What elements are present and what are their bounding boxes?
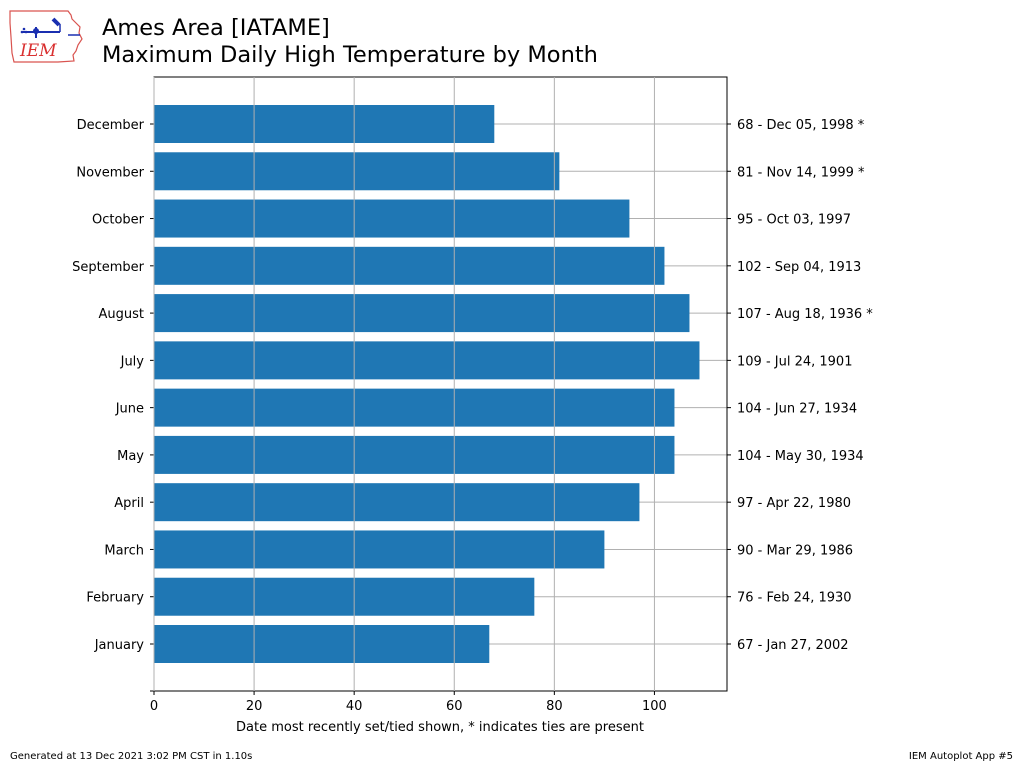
bar-august	[154, 294, 690, 333]
x-tick-label: 60	[446, 699, 463, 714]
record-date-label-august: 107 - Aug 18, 1936 *	[737, 307, 873, 322]
generated-timestamp: Generated at 13 Dec 2021 3:02 PM CST in …	[10, 751, 253, 762]
y-tick-label-december: December	[77, 118, 145, 133]
app-id-label: IEM Autoplot App #5	[908, 751, 1013, 762]
bar-february	[154, 577, 535, 616]
y-tick-label-august: August	[99, 307, 145, 322]
bar-december	[154, 105, 495, 143]
bar-layer	[154, 105, 700, 663]
bar-september	[154, 246, 665, 285]
iowa-outline-icon	[9, 10, 83, 63]
weather-station-icon	[20, 17, 80, 38]
y-tick-label-february: February	[86, 591, 144, 606]
x-tick-label: 80	[546, 699, 563, 714]
x-tick-label: 40	[346, 699, 363, 714]
y-tick-label-october: October	[92, 213, 145, 228]
axis-layer: 0 20 40 60 80 100 January 67 - Jan 27, 2002 Febr…	[72, 76, 873, 714]
iem-logo: IEM	[9, 10, 83, 63]
y-tick-label-april: April	[114, 496, 144, 511]
bar-july	[154, 341, 700, 380]
y-tick-label-june: June	[115, 402, 144, 417]
y-tick-label-january: January	[94, 638, 145, 653]
y-tick-label-november: November	[76, 165, 144, 180]
bar-march	[154, 530, 605, 569]
bar-may	[154, 435, 675, 474]
record-date-label-october: 95 - Oct 03, 1997	[737, 213, 851, 228]
x-axis-label: Date most recently set/tied shown, * ind…	[236, 720, 644, 735]
y-tick-label-march: March	[104, 543, 144, 558]
record-date-label-january: 67 - Jan 27, 2002	[737, 638, 849, 653]
bar-november	[154, 152, 560, 191]
y-tick-label-september: September	[72, 260, 145, 275]
record-date-label-september: 102 - Sep 04, 1913	[737, 260, 861, 275]
record-date-label-december: 68 - Dec 05, 1998 *	[737, 118, 865, 133]
y-tick-label-may: May	[117, 449, 144, 464]
y-tick-label-july: July	[120, 354, 145, 369]
x-tick-label: 20	[246, 699, 263, 714]
record-date-label-may: 104 - May 30, 1934	[737, 449, 864, 464]
record-date-label-july: 109 - Jul 24, 1901	[737, 354, 852, 369]
record-date-label-february: 76 - Feb 24, 1930	[737, 591, 852, 606]
chart-title: Ames Area [IATAME]	[102, 15, 330, 41]
logo-text: IEM	[19, 41, 57, 61]
bar-october	[154, 199, 630, 238]
bar-january	[154, 625, 490, 663]
record-date-label-april: 97 - Apr 22, 1980	[737, 496, 851, 511]
record-date-label-june: 104 - Jun 27, 1934	[737, 402, 857, 417]
bar-june	[154, 388, 675, 427]
bar-april	[154, 483, 640, 522]
x-tick-label: 100	[642, 699, 667, 714]
chart-subtitle: Maximum Daily High Temperature by Month	[102, 42, 598, 68]
x-tick-label: 0	[150, 699, 158, 714]
record-date-label-november: 81 - Nov 14, 1999 *	[737, 165, 865, 180]
record-date-label-march: 90 - Mar 29, 1986	[737, 543, 853, 558]
